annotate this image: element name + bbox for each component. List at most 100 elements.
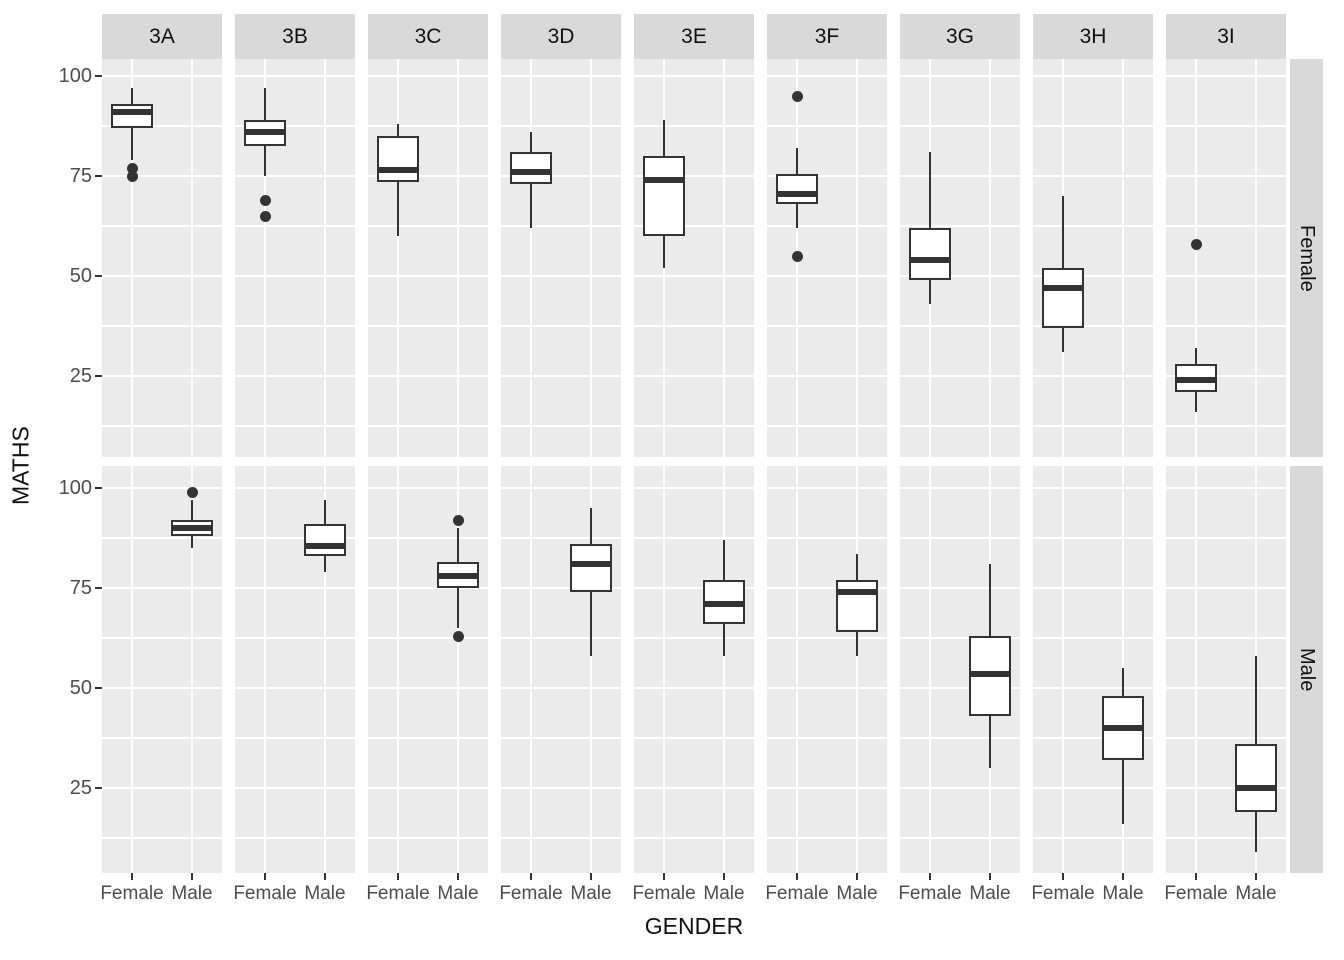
gridline-major — [235, 586, 355, 590]
x-tick-label: Male — [836, 883, 878, 904]
panel-3B-male — [235, 466, 355, 873]
gridline-major — [368, 174, 488, 178]
x-axis-title: GENDER — [644, 913, 744, 939]
gridline-minor — [1033, 125, 1153, 127]
gridline-major — [1033, 274, 1153, 278]
gridline-major — [634, 74, 754, 78]
x-tick-label: Male — [1102, 883, 1144, 904]
gridline-x-major — [662, 466, 666, 873]
gridline-minor — [235, 425, 355, 427]
gridline-major — [767, 274, 887, 278]
y-tick-mark — [95, 586, 102, 590]
x-tick-label: Male — [437, 883, 479, 904]
whisker-upper — [456, 528, 460, 562]
gridline-x-major — [396, 59, 400, 457]
gridline-major — [368, 586, 488, 590]
panel-3C-female — [368, 59, 488, 457]
gridline-minor — [900, 537, 1020, 539]
boxplot-box-3H-female — [1042, 268, 1084, 328]
facet-strip-3B: 3B — [235, 14, 355, 59]
panel-3B-female — [235, 59, 355, 457]
x-tick-mark — [263, 873, 267, 880]
gridline-major — [1166, 586, 1286, 590]
gridline-major — [1166, 174, 1286, 178]
gridline-minor — [102, 537, 222, 539]
gridline-minor — [1166, 537, 1286, 539]
whisker-upper — [928, 152, 932, 228]
gridline-major — [501, 374, 621, 378]
gridline-x-major — [855, 466, 859, 873]
gridline-minor — [235, 225, 355, 227]
outlier-point — [791, 90, 803, 102]
gridline-minor — [368, 425, 488, 427]
median-line — [909, 257, 951, 263]
whisker-upper — [190, 500, 194, 520]
whisker-upper — [130, 88, 134, 104]
gridline-minor — [102, 425, 222, 427]
gridline-x-major — [1194, 466, 1198, 873]
gridline-minor — [767, 425, 887, 427]
whisker-lower — [323, 556, 327, 572]
gridline-minor — [368, 837, 488, 839]
y-tick-label: 75 — [69, 165, 92, 187]
gridline-major — [767, 74, 887, 78]
gridline-x-major — [722, 59, 726, 457]
y-tick-label: 25 — [69, 777, 92, 799]
gridline-x-major — [589, 466, 593, 873]
whisker-lower — [589, 592, 593, 656]
whisker-lower — [1121, 760, 1125, 824]
whisker-lower — [1194, 392, 1198, 412]
panel-3D-male — [501, 466, 621, 873]
gridline-major — [501, 586, 621, 590]
median-line — [703, 601, 745, 607]
gridline-x-major — [130, 466, 134, 873]
gridline-minor — [1033, 425, 1153, 427]
gridline-major — [1166, 274, 1286, 278]
gridline-x-major — [1121, 59, 1125, 457]
gridline-major — [501, 274, 621, 278]
gridline-minor — [634, 225, 754, 227]
panel-3A-male — [102, 466, 222, 873]
gridline-major — [900, 586, 1020, 590]
gridline-major — [235, 686, 355, 690]
gridline-minor — [767, 537, 887, 539]
whisker-lower — [662, 236, 666, 268]
boxplot-box-3B-male — [304, 524, 346, 556]
median-line — [643, 177, 685, 183]
gridline-major — [102, 486, 222, 490]
x-tick-mark — [1061, 873, 1065, 880]
median-line — [304, 543, 346, 549]
gridline-major — [634, 786, 754, 790]
facet-strip-3F: 3F — [767, 14, 887, 59]
gridline-minor — [368, 637, 488, 639]
gridline-major — [900, 686, 1020, 690]
boxplot-box-3G-female — [909, 228, 951, 280]
gridline-x-major — [190, 59, 194, 457]
gridline-minor — [102, 325, 222, 327]
outlier-point — [791, 250, 803, 262]
gridline-minor — [235, 125, 355, 127]
gridline-minor — [767, 737, 887, 739]
median-line — [776, 191, 818, 197]
x-tick-mark — [589, 873, 593, 880]
median-line — [437, 573, 479, 579]
gridline-minor — [900, 225, 1020, 227]
gridline-major — [368, 274, 488, 278]
median-line — [969, 671, 1011, 677]
gridline-x-major — [988, 59, 992, 457]
boxplot-box-3D-male — [570, 544, 612, 592]
facet-strip-3D: 3D — [501, 14, 621, 59]
whisker-upper — [1194, 348, 1198, 364]
median-line — [1042, 285, 1084, 291]
panel-3I-male — [1166, 466, 1286, 873]
facet-strip-3C: 3C — [368, 14, 488, 59]
gridline-major — [102, 374, 222, 378]
x-tick-label: Male — [703, 883, 745, 904]
whisker-upper — [1254, 656, 1258, 744]
gridline-minor — [235, 637, 355, 639]
gridline-minor — [634, 125, 754, 127]
gridline-x-major — [855, 59, 859, 457]
boxplot-box-3I-male — [1235, 744, 1277, 812]
gridline-major — [1033, 174, 1153, 178]
